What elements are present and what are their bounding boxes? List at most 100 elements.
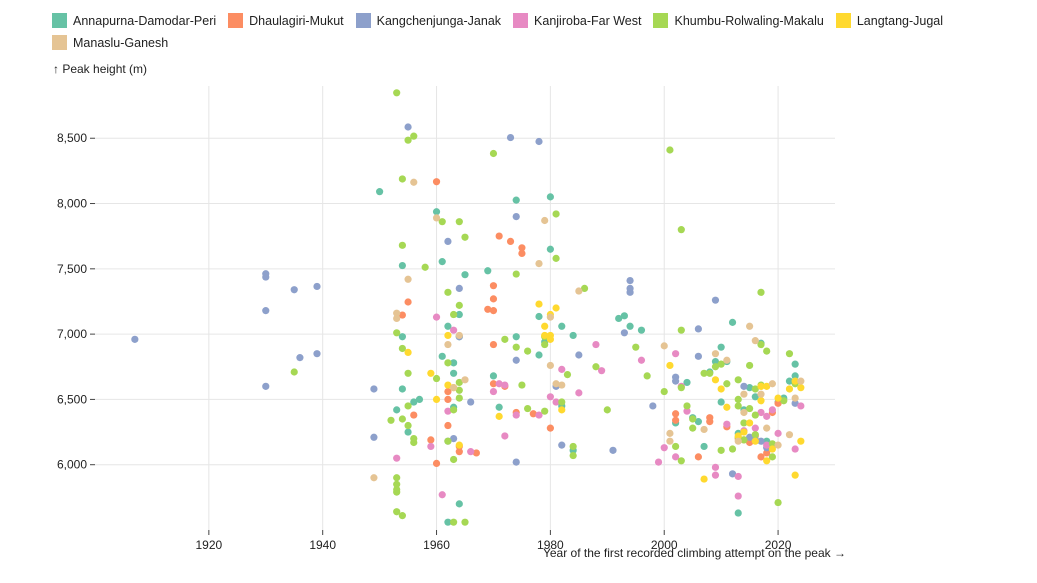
point-kanjiroba-far-west <box>757 408 765 417</box>
point-manaslu-ganesh <box>404 275 412 283</box>
point-dhaulagiri-mukut <box>444 421 452 430</box>
point-dhaulagiri-mukut <box>506 237 515 245</box>
point-khumbu-rolwaling-makalu <box>393 474 401 482</box>
point-langtang-jugal <box>700 475 708 483</box>
point-annapurna-damodar-peri <box>535 351 543 359</box>
point-annapurna-damodar-peri <box>535 312 543 321</box>
point-khumbu-rolwaling-makalu <box>461 518 469 526</box>
point-dhaulagiri-mukut <box>489 340 498 349</box>
point-langtang-jugal <box>717 385 725 393</box>
point-langtang-jugal <box>552 304 560 312</box>
point-langtang-jugal <box>444 381 452 389</box>
point-langtang-jugal <box>541 331 549 340</box>
point-kangchenjunga-janak <box>290 286 298 294</box>
point-khumbu-rolwaling-makalu <box>780 397 788 405</box>
point-annapurna-damodar-peri <box>404 428 412 436</box>
point-dhaulagiri-mukut <box>746 438 754 447</box>
point-annapurna-damodar-peri <box>717 398 725 406</box>
point-khumbu-rolwaling-makalu <box>393 329 401 337</box>
point-manaslu-ganesh <box>370 474 378 482</box>
legend-item[interactable]: Langtang-Jugal <box>835 12 944 29</box>
point-dhaulagiri-mukut <box>398 311 406 319</box>
point-kangchenjunga-janak <box>649 402 657 410</box>
point-annapurna-damodar-peri <box>376 188 384 196</box>
point-annapurna-damodar-peri <box>398 333 406 341</box>
point-dhaulagiri-mukut <box>529 410 537 418</box>
point-manaslu-ganesh <box>444 340 452 349</box>
point-khumbu-rolwaling-makalu <box>438 218 446 226</box>
point-annapurna-damodar-peri <box>785 377 794 385</box>
point-kanjiroba-far-west <box>774 429 782 437</box>
point-annapurna-damodar-peri <box>495 403 503 411</box>
point-khumbu-rolwaling-makalu <box>410 438 418 447</box>
legend-item[interactable]: Kanjiroba-Far West <box>513 12 641 29</box>
point-kanjiroba-far-west <box>734 492 742 500</box>
x-tick-label: 2020 <box>765 538 792 552</box>
point-khumbu-rolwaling-makalu <box>455 378 463 387</box>
point-manaslu-ganesh <box>546 361 554 370</box>
point-khumbu-rolwaling-makalu <box>393 89 401 97</box>
point-dhaulagiri-mukut <box>444 395 452 404</box>
point-annapurna-damodar-peri <box>489 372 498 380</box>
point-kangchenjunga-janak <box>609 446 617 454</box>
point-manaslu-ganesh <box>432 214 441 222</box>
point-manaslu-ganesh <box>455 331 463 340</box>
point-kangchenjunga-janak <box>535 137 543 146</box>
point-kangchenjunga-janak <box>296 354 304 362</box>
point-khumbu-rolwaling-makalu <box>689 415 697 423</box>
point-khumbu-rolwaling-makalu <box>785 350 794 358</box>
point-kanjiroba-far-west <box>598 367 606 375</box>
legend-item[interactable]: Manaslu-Ganesh <box>52 34 168 51</box>
point-kangchenjunga-janak <box>262 273 270 281</box>
point-manaslu-ganesh <box>774 441 782 449</box>
point-manaslu-ganesh <box>575 287 583 295</box>
point-dhaulagiri-mukut <box>757 453 765 461</box>
legend-label: Khumbu-Rolwaling-Makalu <box>674 13 824 28</box>
legend-swatch <box>228 13 244 28</box>
point-kanjiroba-far-west <box>751 424 759 432</box>
point-manaslu-ganesh <box>740 408 748 417</box>
point-annapurna-damodar-peri <box>450 359 458 367</box>
point-kanjiroba-far-west <box>637 356 646 364</box>
point-khumbu-rolwaling-makalu <box>450 455 458 464</box>
point-kangchenjunga-janak <box>711 296 720 304</box>
point-khumbu-rolwaling-makalu <box>683 402 691 410</box>
point-manaslu-ganesh <box>768 380 776 388</box>
point-manaslu-ganesh <box>393 309 401 317</box>
point-dhaulagiri-mukut <box>489 307 498 315</box>
point-khumbu-rolwaling-makalu <box>677 384 685 392</box>
point-kanjiroba-far-west <box>495 380 503 388</box>
legend-item[interactable]: Khumbu-Rolwaling-Makalu <box>653 12 824 29</box>
point-manaslu-ganesh <box>410 178 418 186</box>
point-kanjiroba-far-west <box>450 326 458 334</box>
legend: Annapurna-Damodar-Peri Dhaulagiri-Mukut Ka… <box>52 12 1032 51</box>
point-kangchenjunga-janak <box>512 212 520 221</box>
point-langtang-jugal <box>785 385 794 393</box>
point-annapurna-damodar-peri <box>791 372 799 380</box>
point-khumbu-rolwaling-makalu <box>455 301 463 309</box>
point-dhaulagiri-mukut <box>518 244 526 252</box>
point-khumbu-rolwaling-makalu <box>592 363 600 371</box>
legend-item[interactable]: Annapurna-Damodar-Peri <box>52 12 216 29</box>
legend-label: Manaslu-Ganesh <box>73 35 169 50</box>
point-langtang-jugal <box>757 397 765 405</box>
point-annapurna-damodar-peri <box>398 385 406 393</box>
point-langtang-jugal <box>404 348 412 356</box>
point-langtang-jugal <box>711 376 720 384</box>
point-kanjiroba-far-west <box>711 471 720 479</box>
point-khumbu-rolwaling-makalu <box>740 419 748 427</box>
x-axis-ticks: 1920 1940 1960 1980 2000 2020 <box>195 530 792 552</box>
point-manaslu-ganesh <box>666 437 674 445</box>
legend-item[interactable]: Kangchenjunga-Janak <box>355 12 501 29</box>
point-dhaulagiri-mukut <box>427 436 435 444</box>
point-dhaulagiri-mukut <box>410 411 418 419</box>
point-langtang-jugal <box>797 384 805 392</box>
point-annapurna-damodar-peri <box>637 326 646 334</box>
legend-label: Langtang-Jugal <box>856 13 944 28</box>
point-langtang-jugal <box>763 382 771 390</box>
point-annapurna-damodar-peri <box>615 314 623 323</box>
legend-item[interactable]: Dhaulagiri-Mukut <box>228 12 344 29</box>
point-kangchenjunga-janak <box>728 470 737 478</box>
point-kanjiroba-far-west <box>546 393 554 401</box>
point-annapurna-damodar-peri <box>734 509 742 517</box>
